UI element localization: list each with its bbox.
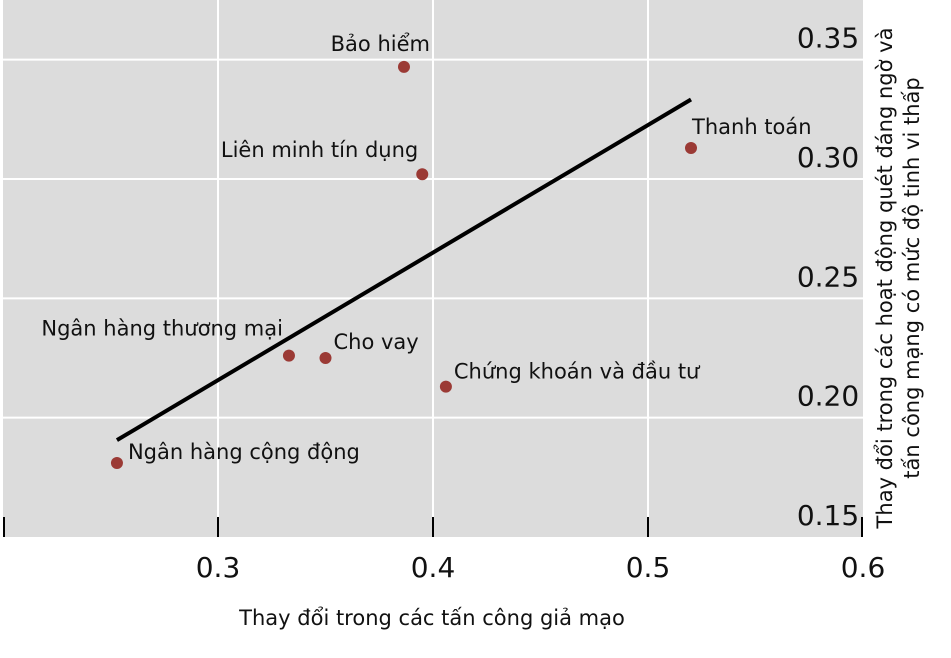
point [319, 352, 332, 364]
point-label: Liên minh tín dụng [221, 138, 418, 162]
y-axis-title: tấn công mạng có mức độ tinh vi thấp [900, 77, 924, 478]
y-axis-title: Thay đổi trong các hoạt động quét đáng n… [873, 28, 897, 530]
x-axis-title: Thay đổi trong các tấn công giả mạo [238, 606, 625, 630]
point-label: Bảo hiểm [331, 32, 430, 56]
y-tick-label: 0.20 [797, 380, 859, 413]
x-tick-label: 0.4 [411, 551, 456, 584]
point [110, 457, 123, 470]
point-label: Ngân hàng thương mại [41, 317, 283, 341]
point-label: Ngân hàng cộng động [128, 440, 360, 464]
trend-line [115, 97, 693, 442]
x-tick-label: 0.3 [196, 551, 241, 584]
point [397, 60, 410, 73]
x-tick-label: 0.6 [841, 551, 886, 584]
point [282, 349, 295, 362]
point [685, 141, 697, 154]
y-tick-label: 0.25 [797, 260, 859, 293]
point-label: Chứng khoán và đầu tư [454, 360, 701, 384]
y-tick-label: 0.30 [797, 141, 859, 174]
point [416, 168, 429, 181]
point-label: Thanh toán [691, 115, 812, 139]
y-tick-label: 0.15 [797, 499, 859, 532]
x-tick-label: 0.5 [626, 551, 671, 584]
y-tick-label: 0.35 [797, 22, 859, 55]
point-label: Cho vay [334, 330, 419, 354]
point [439, 380, 452, 393]
